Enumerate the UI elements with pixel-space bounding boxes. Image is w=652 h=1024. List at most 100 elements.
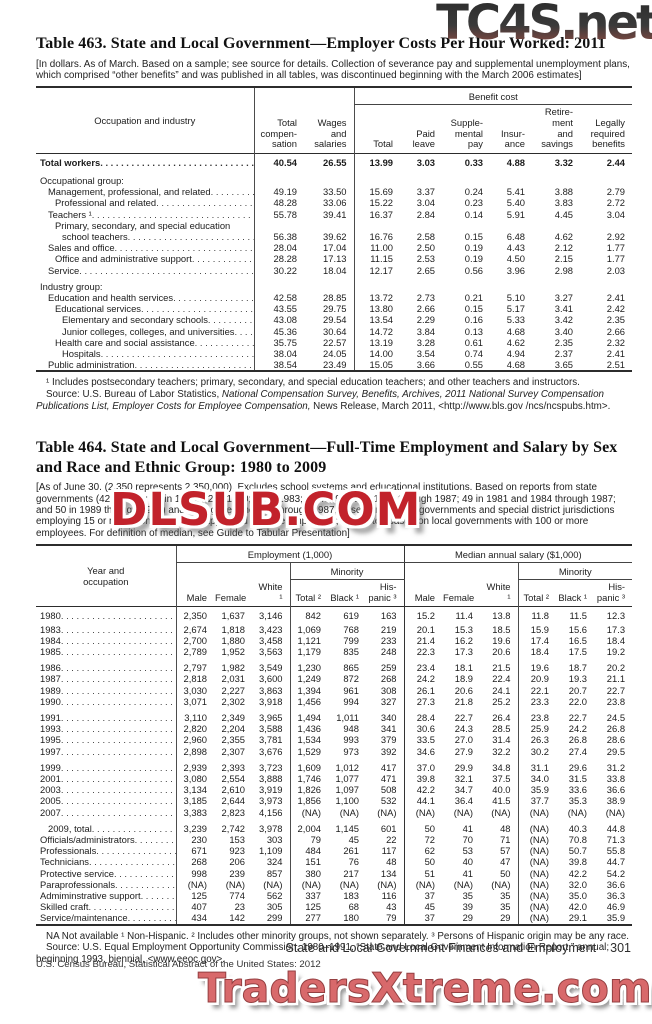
cell: 239 xyxy=(229,867,245,879)
row-label: 1995 xyxy=(36,734,176,745)
cell: 341 xyxy=(380,723,397,735)
cell: 0.21 xyxy=(464,291,483,303)
cell: 1,856 xyxy=(289,795,328,807)
col-header-paid-leave: Paid leave xyxy=(412,127,435,150)
table463-footnote: ¹ Includes postsecondary teachers; prima… xyxy=(46,377,580,389)
cell: 3.65 xyxy=(554,359,573,371)
cell: 12.3 xyxy=(606,610,626,622)
cell: 2.66 xyxy=(416,303,435,315)
col-header-minority-total-sal: Total ² xyxy=(517,579,557,607)
cell: 2.29 xyxy=(416,314,435,326)
section-title: State and Local Government Finances and … xyxy=(285,941,597,955)
cell: 768 xyxy=(343,623,359,635)
cell: 1,880 xyxy=(221,634,245,646)
cell: 0.19 xyxy=(464,242,483,254)
cell: 20.6 xyxy=(454,684,474,696)
cell: 3,600 xyxy=(259,673,283,685)
cell: 2.12 xyxy=(554,242,573,254)
cell: 1,494 xyxy=(289,706,328,724)
cell: 998 xyxy=(175,867,214,879)
cell: 51 xyxy=(403,867,443,879)
row-label: 1987 xyxy=(36,673,176,684)
cell: 33.06 xyxy=(323,197,347,209)
cell: 3,030 xyxy=(175,684,214,696)
cell: 4.62 xyxy=(554,230,573,242)
cell: 28.85 xyxy=(323,291,347,303)
cell: 11.5 xyxy=(569,610,588,622)
col-header-supplemental-pay: Supple- mental pay xyxy=(450,116,483,150)
cell: 46.9 xyxy=(606,901,626,913)
cell: 23.49 xyxy=(323,359,347,371)
dot-leader xyxy=(61,746,176,757)
row-label: Officials/administrators xyxy=(36,834,176,845)
cell: 26.8 xyxy=(568,734,588,746)
cell: 857 xyxy=(266,867,283,879)
cell: 3.04 xyxy=(416,197,435,209)
cell: 79 xyxy=(289,834,328,846)
cell: 50 xyxy=(403,856,443,868)
cell: 26.4 xyxy=(492,711,511,723)
cell: 15.3 xyxy=(454,623,474,635)
cell: 33.5 xyxy=(403,734,443,746)
cell xyxy=(580,170,632,186)
cell: 1,077 xyxy=(335,772,359,784)
dot-leader xyxy=(135,359,254,370)
cell: 42.0 xyxy=(568,901,588,913)
cell: 4.94 xyxy=(506,347,525,359)
cell: 32.2 xyxy=(492,745,511,757)
cell: 2.42 xyxy=(606,303,625,315)
dot-leader xyxy=(211,186,254,197)
cell xyxy=(400,220,442,231)
cell: 2.84 xyxy=(416,208,435,220)
cell: 13.8 xyxy=(492,610,511,622)
cell: 3.27 xyxy=(554,291,573,303)
cell: 13.54 xyxy=(353,314,400,326)
cell: 26.55 xyxy=(323,156,347,168)
cell: 601 xyxy=(380,822,397,834)
cell: 3.41 xyxy=(554,303,573,315)
table463: Occupation and industry Total compen- sa… xyxy=(36,86,632,373)
cell: 3.32 xyxy=(554,156,573,168)
cell: 3,423 xyxy=(259,623,283,635)
cell: 48 xyxy=(500,822,511,834)
cell: 35.3 xyxy=(568,795,588,807)
row-label: 2009, total xyxy=(36,818,176,834)
table-row: school teachers56.38 39.62 16.76 2.58 0.15 6.… xyxy=(36,230,632,243)
cell: 2,355 xyxy=(221,734,245,746)
cell: 2.35 xyxy=(554,336,573,348)
dot-leader xyxy=(61,685,176,696)
cell: 19.6 xyxy=(492,634,511,646)
cell: 206 xyxy=(229,856,245,868)
row-label: 2007 xyxy=(36,807,176,818)
row-label: Occupational group: xyxy=(40,174,124,186)
table464-footnote: NA Not available ¹ Non-Hispanic. ² Inclu… xyxy=(46,930,630,942)
cell: 125 xyxy=(175,890,214,902)
cell: 35 xyxy=(462,890,474,902)
cell: 2.15 xyxy=(554,253,573,265)
table-row: Admiminstrative support125 774 562 337 183 11… xyxy=(36,890,632,902)
cell: 27.3 xyxy=(403,695,443,707)
table-row: 19932,820 2,204 3,588 1,436 948 341 30.6 24.3 28… xyxy=(36,723,632,735)
cell: 17.4 xyxy=(517,634,557,646)
cell: 15.6 xyxy=(568,623,588,635)
cell: 0.23 xyxy=(464,197,483,209)
row-label: Education and health services xyxy=(36,292,254,303)
cell: 43.08 xyxy=(253,314,304,326)
dot-leader xyxy=(61,762,176,773)
cell: 27.0 xyxy=(454,734,474,746)
minority-spanner-employment: Minority xyxy=(289,562,405,581)
cell: 407 xyxy=(175,901,214,913)
cell: 16.37 xyxy=(353,208,400,220)
cell: 31.4 xyxy=(492,734,511,746)
cell: 23.4 xyxy=(403,657,443,674)
cell: (NA) xyxy=(453,878,474,890)
row-label: Skilled craft xyxy=(36,901,176,912)
cell: 23.8 xyxy=(517,706,557,724)
cell: 6.48 xyxy=(506,230,525,242)
cell: 305 xyxy=(266,901,283,913)
cell: 233 xyxy=(380,634,397,646)
cell: 15.2 xyxy=(403,606,443,624)
cell: 380 xyxy=(289,867,328,879)
row-label: 1999 xyxy=(36,757,176,773)
